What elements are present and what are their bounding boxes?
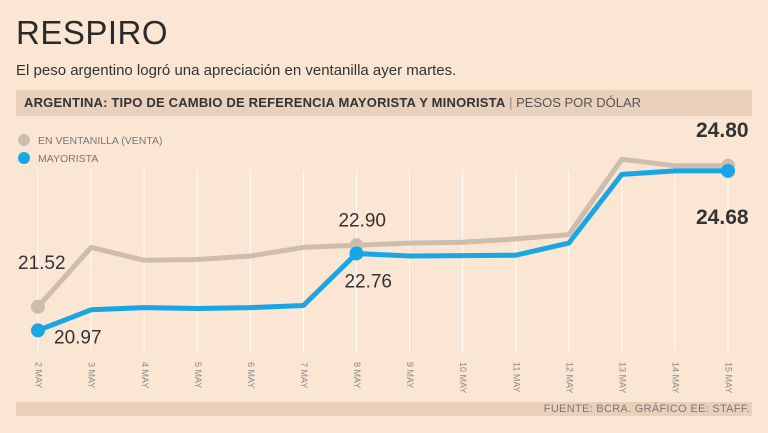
header-separator: | xyxy=(509,95,513,110)
legend-marker xyxy=(18,134,30,146)
x-tick-label: 7 MAY xyxy=(299,362,309,388)
data-point xyxy=(31,323,45,338)
data-label: 21.52 xyxy=(18,253,66,274)
header-main: ARGENTINA: TIPO DE CAMBIO DE REFERENCIA … xyxy=(24,95,506,110)
x-tick-label: 12 MAY xyxy=(564,362,574,393)
x-tick-label: 11 MAY xyxy=(511,362,521,393)
source-note: FUENTE: BCRA. GRÁFICO EE: STAFF. xyxy=(543,403,750,415)
legend-marker xyxy=(18,152,30,164)
data-label: 24.80 xyxy=(696,119,749,142)
header-unit: PESOS POR DÓLAR xyxy=(516,95,642,110)
data-label: 24.68 xyxy=(696,206,749,229)
data-point xyxy=(349,246,364,261)
x-tick-label: 6 MAY xyxy=(246,362,256,388)
x-tick-label: 2 MAY xyxy=(34,362,44,388)
x-tick-label: 5 MAY xyxy=(193,362,203,388)
header-text: ARGENTINA: TIPO DE CAMBIO DE REFERENCIA … xyxy=(24,95,641,110)
legend-label: MAYORISTA xyxy=(38,153,98,165)
data-point xyxy=(721,163,735,178)
x-tick-label: 14 MAY xyxy=(671,362,681,393)
x-tick-label: 4 MAY xyxy=(140,362,150,388)
data-point xyxy=(31,299,45,314)
legend-label: EN VENTANILLA (VENTA) xyxy=(38,135,162,147)
x-tick-label: 13 MAY xyxy=(617,362,627,393)
footer-bar xyxy=(16,402,752,416)
header-bar: ARGENTINA: TIPO DE CAMBIO DE REFERENCIA … xyxy=(16,90,752,116)
data-label: 22.76 xyxy=(344,271,392,292)
x-tick-label: 9 MAY xyxy=(405,362,415,388)
x-tick-label: 8 MAY xyxy=(352,362,362,388)
series-line-ventanilla xyxy=(35,156,731,310)
data-label: 20.97 xyxy=(54,327,102,348)
data-label: 22.90 xyxy=(338,210,386,231)
chart-title: RESPIRO xyxy=(16,14,169,51)
x-tick-label: 3 MAY xyxy=(87,362,97,388)
chart-subtitle: El peso argentino logró una apreciación … xyxy=(16,62,457,79)
series-line-mayorista xyxy=(35,168,731,333)
x-tick-label: 10 MAY xyxy=(458,362,468,393)
x-tick-label: 15 MAY xyxy=(724,362,734,393)
